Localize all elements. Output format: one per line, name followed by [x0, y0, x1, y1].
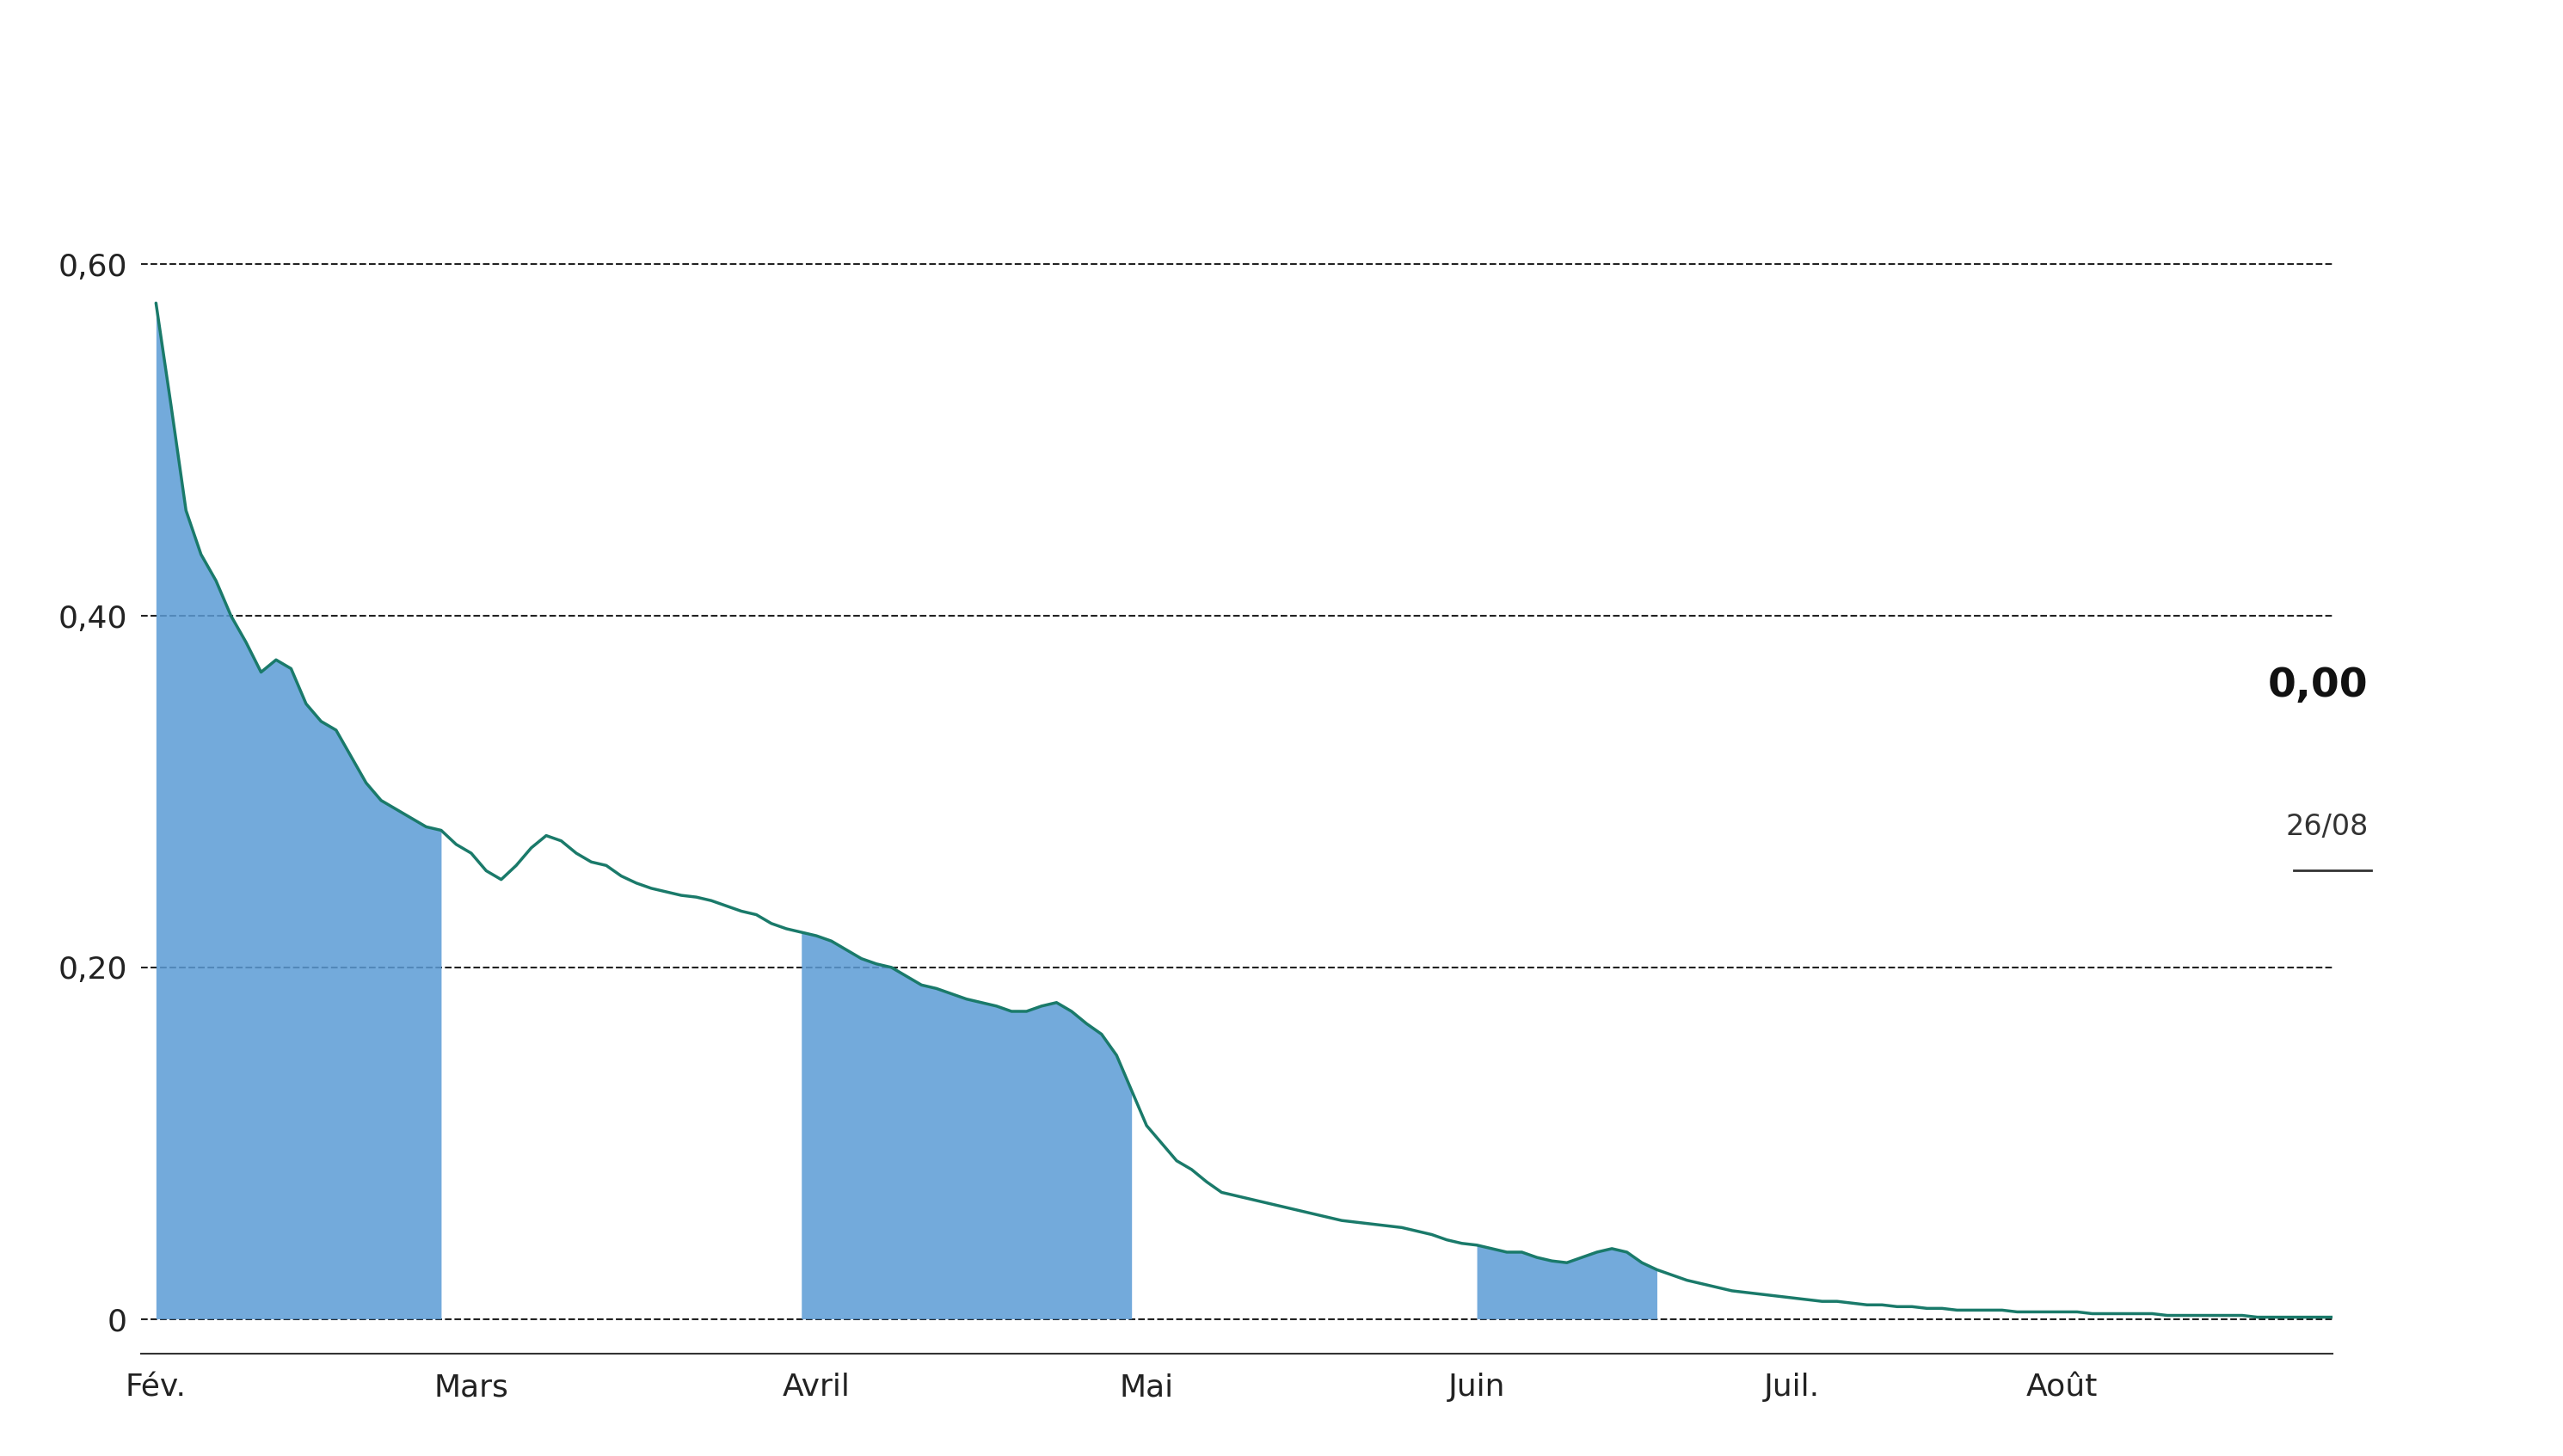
Text: 0,00: 0,00: [2268, 667, 2368, 706]
Text: PHARNEXT: PHARNEXT: [1064, 13, 1499, 82]
Text: 26/08: 26/08: [2286, 812, 2368, 842]
